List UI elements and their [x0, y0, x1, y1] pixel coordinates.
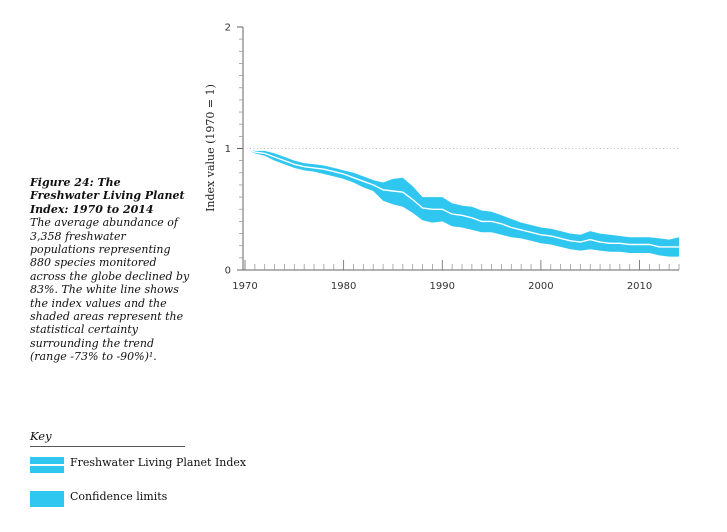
y-tick-label: 1 [225, 144, 231, 155]
legend-swatch-band [30, 491, 64, 507]
y-tick-label: 0 [225, 266, 231, 277]
figure-description: The average abundance of 3,358 freshwate… [30, 216, 190, 364]
legend-label-index: Freshwater Living Planet Index [70, 456, 247, 469]
x-tick-label: 2000 [528, 281, 553, 292]
y-ticks: 0 1 2 [225, 23, 243, 277]
confidence-band [245, 148, 679, 257]
x-axis: 1970 1980 1990 2000 2010 [232, 260, 680, 292]
x-tick-label: 1990 [430, 281, 455, 292]
x-tick-label: 1980 [331, 281, 356, 292]
key-title: Key [30, 429, 52, 443]
y-tick-label: 2 [225, 23, 231, 34]
legend-label-confidence: Confidence limits [70, 490, 168, 503]
x-tick-label: 1970 [232, 281, 257, 292]
x-tick-label: 2010 [627, 281, 652, 292]
y-axis-label: Index value (1970 = 1) [204, 84, 217, 212]
legend-item-confidence: Confidence limits [30, 490, 168, 507]
figure-title: Figure 24: The Freshwater Living Planet … [30, 176, 185, 216]
key-divider [30, 446, 185, 447]
legend-swatch-line [30, 457, 64, 473]
legend-item-index: Freshwater Living Planet Index [30, 456, 247, 473]
index-line [244, 147, 679, 248]
figure-caption: Figure 24: The Freshwater Living Planet … [30, 176, 190, 364]
